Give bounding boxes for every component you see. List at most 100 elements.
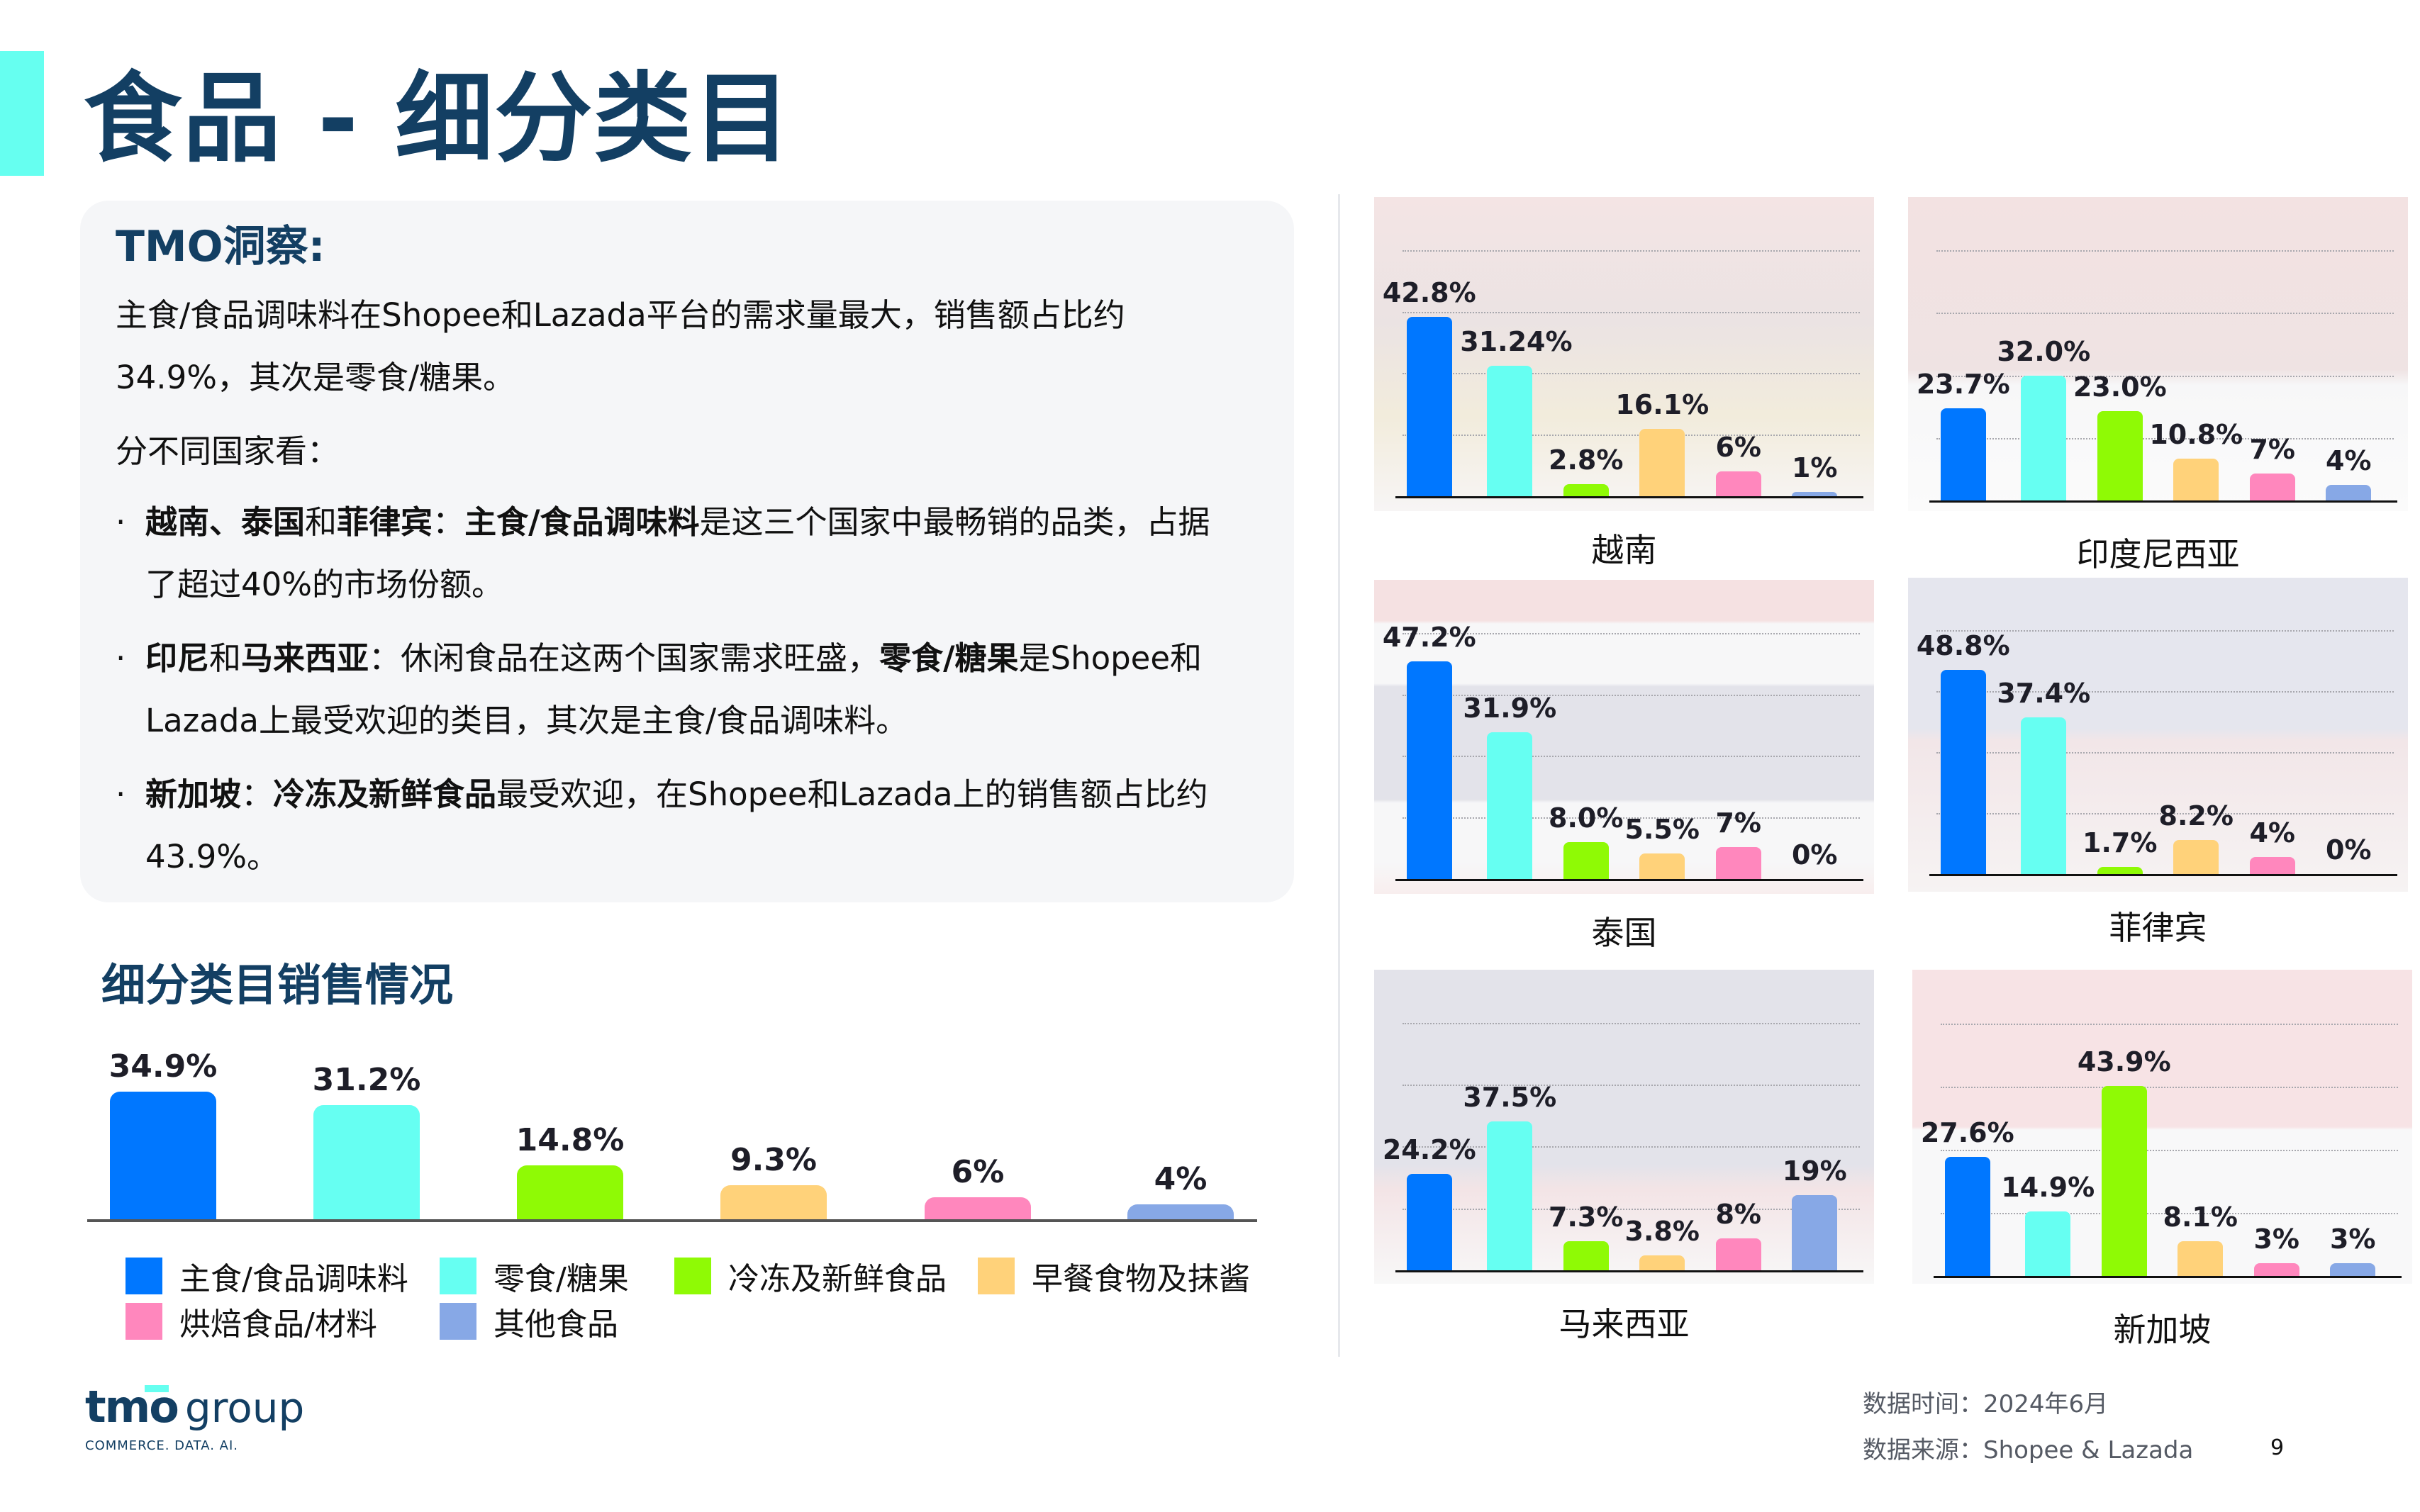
x-axis-line xyxy=(1395,496,1863,498)
legend-label: 烘焙食品/材料 xyxy=(179,1306,377,1343)
gridline xyxy=(1403,1085,1860,1087)
bullet-text-line2: 了超过40%的市场份额。 xyxy=(145,566,504,603)
country-bar xyxy=(2021,376,2067,500)
bar-value-label: 23.7% xyxy=(1916,368,2010,400)
country-bar xyxy=(1715,846,1761,879)
legend-swatch xyxy=(978,1258,1015,1294)
bar-value-label: 1.7% xyxy=(2082,827,2158,858)
data-source-note: 数据来源：Shopee & Lazada xyxy=(1863,1436,2194,1465)
country-bar xyxy=(2330,1262,2376,1276)
gridline xyxy=(1403,756,1860,758)
bar-value-label: 4% xyxy=(2325,445,2372,476)
country-bar xyxy=(2021,717,2067,874)
category-bar xyxy=(720,1185,827,1219)
gridline xyxy=(1936,437,2394,439)
gridline xyxy=(1936,250,2394,252)
legend-label: 冷冻及新鲜食品 xyxy=(728,1261,947,1297)
bar-value-label: 43.9% xyxy=(2077,1046,2171,1078)
legend-item: 主食/食品调味料 xyxy=(126,1255,408,1297)
legend-item: 早餐食物及抹酱 xyxy=(978,1255,1250,1297)
bar-value-label: 6% xyxy=(1715,431,1761,463)
data-time-note: 数据时间：2024年6月 xyxy=(1863,1390,2109,1418)
country-bar xyxy=(1639,853,1685,879)
bullet-text: 是这三个国家中最畅销的品类，占据 xyxy=(699,503,1210,541)
gridline xyxy=(1936,752,2394,754)
country-chart-panel: 48.8% 37.4% 1.7% 8.2% 4% 0% xyxy=(1908,578,2408,892)
bullet-text: 最受欢迎，在Shopee和Lazada上的销售额占比约 xyxy=(496,775,1208,813)
bullet-text: 是Shopee和 xyxy=(1018,639,1203,677)
bar-value-label: 14.9% xyxy=(2001,1172,2095,1204)
country-bar xyxy=(2326,485,2372,500)
gridline xyxy=(1403,373,1860,375)
bar-value-label: 9.3% xyxy=(730,1142,818,1179)
legend-item: 零食/糖果 xyxy=(440,1255,629,1297)
country-bar xyxy=(1563,484,1609,496)
gridline xyxy=(1403,1146,1860,1148)
insight-title: TMO洞察: xyxy=(116,222,325,271)
tmo-group-logo: tmo group COMMERCE. DATA. AI. xyxy=(85,1382,305,1454)
country-bar xyxy=(1406,1174,1452,1270)
gridline xyxy=(1403,250,1860,252)
country-bar xyxy=(2101,1086,2147,1276)
bar-value-label: 23.0% xyxy=(2073,371,2167,403)
gridline xyxy=(1941,1086,2398,1088)
x-axis-line xyxy=(1929,874,2397,876)
gridline xyxy=(1936,375,2394,377)
gridline xyxy=(1941,1212,2398,1214)
bullet-text: ： xyxy=(241,775,274,813)
insight-by-country: 分不同国家看： xyxy=(116,432,340,470)
gridline xyxy=(1936,813,2394,815)
legend-label: 其他食品 xyxy=(494,1306,618,1343)
bar-value-label: 5.5% xyxy=(1624,814,1700,846)
country-bar xyxy=(2249,857,2295,874)
legend-item: 冷冻及新鲜食品 xyxy=(674,1255,947,1297)
bar-value-label: 7% xyxy=(2249,433,2295,465)
gridline xyxy=(1936,691,2394,693)
logo-accent-mark xyxy=(145,1385,169,1392)
country-bar xyxy=(2097,410,2143,500)
bullet-bold-text: 菲律宾 xyxy=(337,503,433,541)
bullet-text-line2: 43.9%。 xyxy=(145,838,279,875)
bullet-dot: · xyxy=(116,639,126,677)
bar-value-label: 14.8% xyxy=(515,1121,625,1158)
country-bar xyxy=(1715,1238,1761,1270)
bar-value-label: 2.8% xyxy=(1549,444,1624,476)
bullet-text: ： xyxy=(433,503,465,541)
category-bar xyxy=(1127,1204,1234,1219)
bar-value-label: 7% xyxy=(1715,807,1761,839)
country-name: 菲律宾 xyxy=(2109,909,2207,947)
insight-intro-line2: 34.9%，其次是零食/糖果。 xyxy=(116,359,515,396)
gridline xyxy=(1936,313,2394,315)
category-bar xyxy=(313,1105,420,1219)
bar-value-label: 37.5% xyxy=(1463,1082,1557,1113)
country-bar xyxy=(2097,866,2143,874)
gridline xyxy=(1403,1208,1860,1210)
country-bar xyxy=(1563,1241,1609,1270)
bar-value-label: 8% xyxy=(1715,1199,1761,1231)
bullet-bold-text: 零食/糖果 xyxy=(879,639,1019,677)
bar-value-label: 27.6% xyxy=(1920,1116,2014,1148)
country-bar xyxy=(1487,1121,1533,1270)
gridline xyxy=(1403,694,1860,696)
legend-label: 主食/食品调味料 xyxy=(179,1261,408,1297)
bullet-dot: · xyxy=(116,503,126,541)
bullet-bold-text: 冷冻及新鲜食品 xyxy=(273,775,497,813)
country-bar xyxy=(1792,492,1838,496)
legend-swatch xyxy=(674,1258,711,1294)
bar-value-label: 24.2% xyxy=(1382,1134,1476,1166)
x-axis-line xyxy=(1929,500,2397,503)
flag-background xyxy=(1908,578,2408,892)
bullet-text: ：休闲食品在这两个国家需求旺盛， xyxy=(369,639,880,677)
country-bar xyxy=(1792,1194,1838,1270)
country-bar xyxy=(1487,732,1533,879)
country-name: 泰国 xyxy=(1591,914,1657,952)
country-bar xyxy=(1563,842,1609,879)
country-chart-panel: 24.2% 37.5% 7.3% 3.8% 8% 19% xyxy=(1374,970,1874,1284)
insight-intro-line1: 主食/食品调味料在Shopee和Lazada平台的需求量最大，销售额占比约 xyxy=(116,296,1125,334)
x-axis-line xyxy=(1395,879,1863,881)
bar-value-label: 31.24% xyxy=(1460,325,1573,357)
bar-value-label: 37.4% xyxy=(1997,678,2091,710)
bar-value-label: 42.8% xyxy=(1382,277,1476,309)
bar-value-label: 31.2% xyxy=(312,1062,421,1099)
logo-word: group xyxy=(184,1384,305,1432)
